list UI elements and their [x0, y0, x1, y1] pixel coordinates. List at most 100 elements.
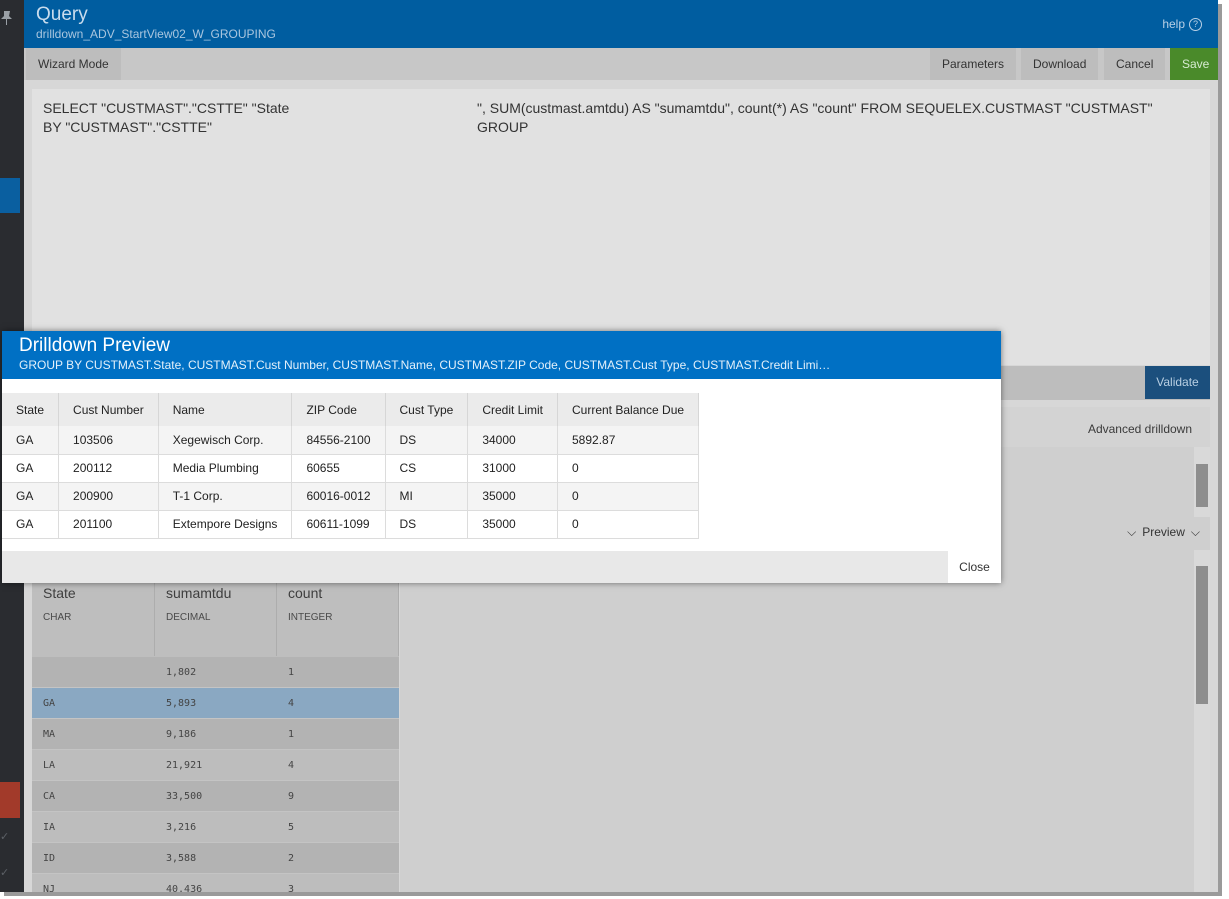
- column-header[interactable]: Cust Type: [385, 393, 469, 426]
- table-cell: 5,893: [166, 698, 197, 709]
- scrollbar-thumb[interactable]: [1196, 464, 1208, 507]
- table-cell: 200112: [58, 454, 159, 483]
- pin-icon[interactable]: [0, 10, 14, 26]
- dialog-title: Drilldown Preview: [19, 335, 170, 356]
- column-header[interactable]: Cust Number: [58, 393, 159, 426]
- table-row[interactable]: LA 21,921 4: [32, 750, 399, 781]
- column-header[interactable]: Current Balance Due: [557, 393, 700, 426]
- table-row[interactable]: GA 200112 Media Plumbing 60655 CS 31000 0: [2, 454, 700, 483]
- column-name: count: [288, 585, 323, 601]
- table-cell: NJ: [43, 884, 56, 892]
- sql-editor[interactable]: SELECT "CUSTMAST"."CSTTE" "State ", SUM(…: [32, 89, 1210, 365]
- table-cell: Xegewisch Corp.: [158, 426, 293, 455]
- column-header[interactable]: sumamtdu DECIMAL: [155, 576, 277, 656]
- dialog-subtitle: GROUP BY CUSTMAST.State, CUSTMAST.Cust N…: [19, 358, 831, 372]
- table-cell: DS: [385, 426, 469, 455]
- table-cell: 0: [557, 510, 700, 539]
- result-grid-header: State CHAR sumamtdu DECIMAL count INTEGE…: [32, 576, 399, 656]
- window-shadow: [4, 892, 1222, 896]
- table-row[interactable]: NJ 40,436 3: [32, 874, 399, 892]
- column-name: sumamtdu: [166, 585, 232, 601]
- column-header[interactable]: Name: [158, 393, 293, 426]
- table-cell: 4: [288, 760, 295, 771]
- dialog-header: Drilldown Preview GROUP BY CUSTMAST.Stat…: [2, 331, 1001, 379]
- advanced-drilldown-link[interactable]: Advanced drilldown: [1087, 422, 1192, 436]
- scrollbar[interactable]: [1194, 447, 1210, 517]
- table-cell: 103506: [58, 426, 159, 455]
- validate-button[interactable]: Validate: [1145, 366, 1210, 399]
- table-cell: 3,216: [166, 822, 197, 833]
- sidebar-alert-marker[interactable]: [0, 782, 20, 818]
- table-cell: 60611-1099: [291, 510, 386, 539]
- cancel-button[interactable]: Cancel: [1104, 48, 1166, 80]
- table-row[interactable]: GA 201100 Extempore Designs 60611-1099 DS 350…: [2, 510, 700, 539]
- table-row[interactable]: 1,802 1: [32, 657, 399, 688]
- sql-text: SELECT "CUSTMAST"."CSTTE" "State: [43, 100, 290, 116]
- close-button[interactable]: Close: [948, 551, 1001, 583]
- sql-text: ", SUM(custmast.amtdu) AS "sumamtdu", co…: [477, 100, 1153, 135]
- table-cell: MA: [43, 729, 56, 740]
- table-cell: 2: [288, 853, 295, 864]
- table-cell: 9: [288, 791, 295, 802]
- column-header[interactable]: Credit Limit: [467, 393, 558, 426]
- query-panel: Query drilldown_ADV_StartView02_W_GROUPI…: [24, 0, 1218, 892]
- table-cell: 0: [557, 454, 700, 483]
- table-cell: 9,186: [166, 729, 197, 740]
- drilldown-preview-dialog: Drilldown Preview GROUP BY CUSTMAST.Stat…: [2, 331, 1001, 583]
- sql-line-2: BY "CUSTMAST"."CSTTE": [43, 119, 212, 135]
- table-row[interactable]: GA 200900 T-1 Corp. 60016-0012 MI 35000 0: [2, 482, 700, 511]
- scrollbar-thumb[interactable]: [1196, 566, 1208, 704]
- table-cell: 5892.87: [557, 426, 700, 455]
- preview-label: Preview: [1142, 525, 1185, 539]
- table-row[interactable]: MA 9,186 1: [32, 719, 399, 750]
- wizard-mode-button[interactable]: Wizard Mode: [26, 48, 121, 80]
- table-cell: 35000: [467, 510, 558, 539]
- table-row[interactable]: CA 33,500 9: [32, 781, 399, 812]
- table-cell: LA: [43, 760, 56, 771]
- sidebar-active-marker[interactable]: [0, 178, 20, 213]
- chevron-down-icon: ⌵: [1190, 525, 1200, 539]
- column-header[interactable]: State CHAR: [32, 576, 155, 656]
- save-button[interactable]: Save: [1170, 48, 1218, 80]
- help-link[interactable]: help ?: [1162, 17, 1202, 31]
- table-cell: 60016-0012: [291, 482, 386, 511]
- result-grid-body: 1,802 1 GA 5,893 4 MA 9,186 1 LA 21,921 4 CA 33,500 9…: [32, 657, 399, 892]
- table-cell: 201100: [58, 510, 159, 539]
- table-cell: GA: [43, 698, 56, 709]
- parameters-button[interactable]: Parameters: [930, 48, 1017, 80]
- column-type: INTEGER: [288, 612, 333, 623]
- table-cell: 31000: [467, 454, 558, 483]
- table-row[interactable]: IA 3,216 5: [32, 812, 399, 843]
- table-cell: 5: [288, 822, 295, 833]
- download-button[interactable]: Download: [1021, 48, 1099, 80]
- table-cell: 60655: [291, 454, 386, 483]
- column-name: State: [43, 585, 76, 601]
- table-cell: CS: [385, 454, 469, 483]
- table-cell: 1: [288, 729, 295, 740]
- column-header[interactable]: State: [2, 393, 60, 426]
- column-header[interactable]: ZIP Code: [291, 393, 386, 426]
- table-cell: MI: [385, 482, 469, 511]
- toolbar: Wizard Mode Parameters Download Cancel S…: [24, 48, 1218, 80]
- dialog-footer: Close: [2, 551, 1001, 583]
- table-row[interactable]: ID 3,588 2: [32, 843, 399, 874]
- table-header-row: State Cust Number Name ZIP Code Cust Type Cre…: [2, 393, 700, 426]
- check-icon: ✓: [0, 831, 10, 843]
- drilldown-table: State Cust Number Name ZIP Code Cust Type Cre…: [2, 393, 700, 539]
- table-cell: Extempore Designs: [158, 510, 293, 539]
- table-cell: 34000: [467, 426, 558, 455]
- table-cell: GA: [2, 482, 60, 511]
- table-row[interactable]: GA 5,893 4: [32, 688, 399, 719]
- column-header[interactable]: count INTEGER: [277, 576, 399, 656]
- result-grid: State CHAR sumamtdu DECIMAL count INTEGE…: [32, 576, 399, 892]
- table-row[interactable]: GA 103506 Xegewisch Corp. 84556-2100 DS 34000…: [2, 426, 700, 455]
- scrollbar[interactable]: [1194, 550, 1210, 892]
- table-cell: GA: [2, 426, 60, 455]
- table-cell: 3,588: [166, 853, 197, 864]
- table-cell: 1,802: [166, 667, 197, 678]
- help-label: help: [1162, 17, 1185, 31]
- preview-dropdown[interactable]: ⌵ Preview ⌵: [1127, 525, 1200, 540]
- sql-line-1: SELECT "CUSTMAST"."CSTTE" "State ", SUM(…: [43, 99, 1199, 135]
- table-cell: 200900: [58, 482, 159, 511]
